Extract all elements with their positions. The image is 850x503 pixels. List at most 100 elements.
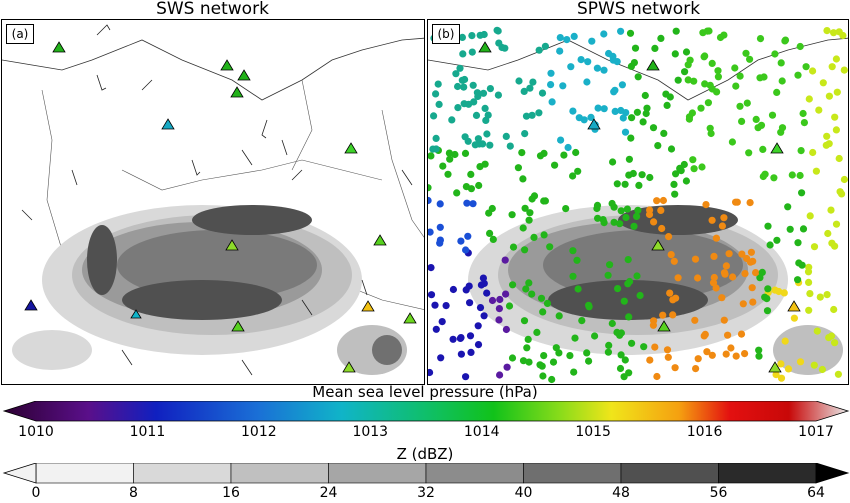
wind-barbs [21, 24, 413, 376]
station-dot [583, 78, 591, 86]
station-dot [569, 247, 577, 255]
station-dot [812, 167, 820, 175]
station-dot [718, 222, 726, 230]
station-dot [832, 55, 840, 63]
station-dot [688, 109, 696, 117]
station-dot [639, 118, 647, 126]
station-dot [600, 66, 608, 74]
station-dot [446, 155, 454, 163]
station-dot [583, 349, 591, 357]
station-dot [823, 291, 831, 299]
station-dot [464, 137, 472, 145]
station-dot [522, 285, 530, 293]
station-dot [563, 36, 571, 44]
station-dot [708, 351, 716, 359]
station-dot [461, 149, 470, 157]
station-dot [825, 334, 833, 342]
station-dot [671, 190, 679, 198]
station-dot [736, 72, 744, 80]
station-dot [506, 142, 514, 150]
dbz-segment [35, 463, 134, 484]
station-dot [831, 339, 839, 347]
station-dot [604, 348, 612, 356]
station-dot [468, 48, 476, 56]
dbz-colorbar-title: Z (dBZ) [396, 445, 454, 463]
station-dot [599, 216, 607, 224]
pressure-colorbar-title: Mean sea level pressure (hPa) [312, 383, 538, 401]
station-dot [834, 370, 842, 378]
station-dot [556, 47, 564, 55]
station-dot [617, 27, 625, 35]
station-dot [621, 356, 629, 364]
station-dot [718, 294, 726, 302]
station-dot [708, 216, 716, 224]
station-dot [650, 218, 658, 226]
station-dot [653, 197, 661, 205]
station-dot [788, 171, 796, 179]
coastline [428, 37, 848, 101]
station-dot [667, 145, 676, 153]
station-dot [712, 234, 720, 242]
station-dot [449, 335, 457, 343]
station-dot [772, 371, 780, 379]
station-dot [479, 140, 487, 148]
station-dot [560, 151, 568, 159]
station-dot [452, 70, 460, 78]
station-dot [519, 175, 527, 183]
station-dot [698, 163, 706, 171]
station-dot [474, 341, 483, 349]
station-dot [605, 341, 613, 349]
station-dot [663, 346, 672, 354]
station-dot [809, 67, 817, 75]
station-dot [600, 105, 608, 113]
station-dot [731, 64, 739, 72]
station-dot [635, 181, 643, 189]
station-dot [824, 229, 832, 238]
station-dot [436, 200, 444, 208]
colorbar-tick-label: 32 [417, 485, 435, 501]
station-dot [501, 44, 509, 52]
station-dot [428, 368, 434, 377]
station-dot [606, 261, 614, 269]
station-dot [790, 314, 798, 322]
station-dot [664, 353, 672, 361]
station-dot [766, 241, 774, 249]
station-dot [828, 63, 836, 71]
station-dot [646, 173, 654, 182]
station-dot [489, 235, 497, 243]
station-dot [659, 311, 667, 319]
station-dot [827, 206, 835, 214]
station-dot [442, 302, 450, 310]
station-dot [547, 69, 555, 77]
station-dot [627, 62, 635, 70]
station-dot [540, 352, 548, 360]
panel-b-label: (b) [432, 24, 460, 44]
station-dot [451, 150, 459, 159]
station-dot [708, 59, 716, 67]
station-dot [464, 232, 472, 240]
station-dot [832, 126, 840, 134]
station-dot [682, 177, 690, 185]
station-dot [665, 233, 673, 241]
station-dot [436, 239, 444, 247]
station-dot [593, 201, 602, 209]
station-dot [768, 111, 777, 119]
station-dot [775, 287, 783, 296]
station-dot [626, 277, 634, 286]
station-dot [577, 56, 585, 64]
station-dot [746, 199, 754, 207]
station-dot [546, 243, 554, 251]
station-dot [528, 290, 536, 298]
station-dot [822, 141, 830, 149]
station-dot [593, 64, 601, 72]
station-dot [773, 236, 781, 244]
station-dot [569, 172, 577, 180]
station-dot [605, 49, 613, 58]
station-dot [562, 205, 570, 213]
pressure-colorbar [2, 401, 850, 422]
station-dot [799, 225, 808, 233]
station-markers [24, 41, 417, 373]
station-dot [467, 348, 475, 356]
station-dot [479, 89, 488, 97]
station-dot [748, 284, 756, 292]
